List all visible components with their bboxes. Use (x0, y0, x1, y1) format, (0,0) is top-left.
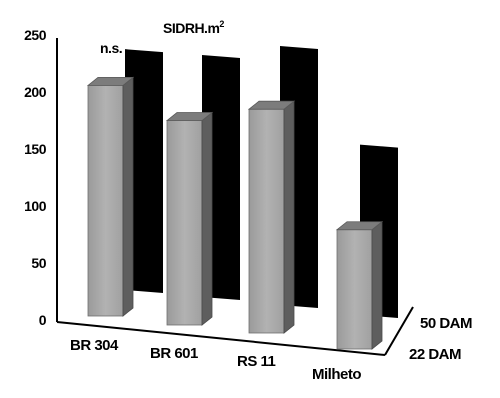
bar-22-dam-rs-11 (247, 100, 296, 334)
y-tick-label: 0 (39, 312, 47, 328)
series-22-dam-bars (86, 76, 384, 350)
y-tick-label: 200 (24, 84, 47, 100)
series-label: 22 DAM (409, 346, 461, 363)
category-label: BR 601 (150, 345, 198, 362)
category-label: Milheto (312, 366, 361, 383)
y-tick-label: 150 (24, 141, 47, 157)
y-tick-label: 250 (24, 27, 47, 43)
depth-axis-line (384, 306, 414, 356)
category-label: RS 11 (237, 353, 276, 370)
bar-22-dam-br-601 (165, 111, 214, 326)
bar-22-dam-br-304 (86, 76, 135, 317)
significance-annotation: n.s. (100, 40, 122, 56)
category-label: BR 304 (70, 337, 119, 354)
series-label: 50 DAM (420, 315, 472, 332)
y-tick-label: 50 (31, 255, 46, 271)
chart-title: SIDRH.m2 (163, 19, 224, 36)
bar-22-dam-milheto (335, 220, 384, 350)
bar-50-dam-br-304 (125, 49, 163, 293)
y-tick-label: 100 (24, 198, 47, 214)
x-axis-line (56, 321, 386, 356)
